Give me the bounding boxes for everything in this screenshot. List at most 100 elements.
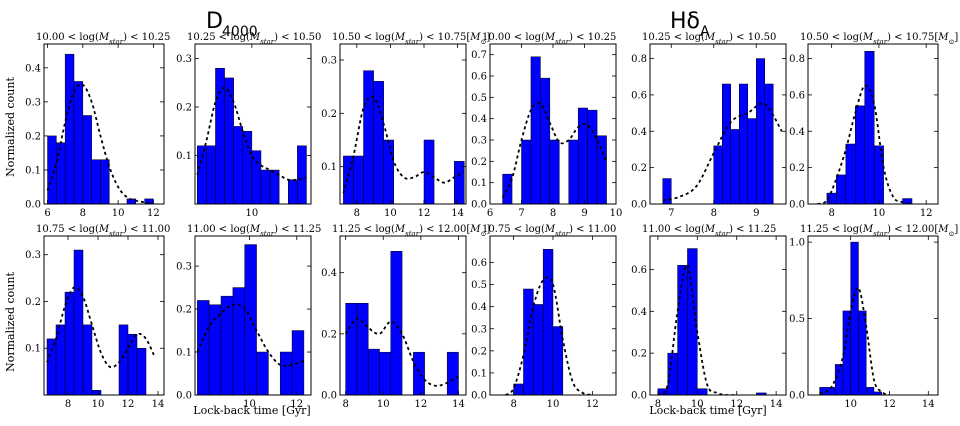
x-tick-label: 12 xyxy=(147,208,160,219)
y-tick-label: 0.3 xyxy=(25,250,41,261)
panel-title-part: log( xyxy=(843,32,863,43)
y-tick-label: 0.4 xyxy=(471,302,487,313)
panel-title-part: ) xyxy=(274,224,278,235)
y-tick-label: 0.8 xyxy=(789,54,805,65)
panel-title-part: ) xyxy=(729,224,733,235)
plot-area xyxy=(817,51,913,204)
x-tick-label: 8 xyxy=(711,208,717,219)
panel-title-part: ] xyxy=(954,32,958,43)
y-tick-label: 0.0 xyxy=(789,200,805,211)
plot-area xyxy=(819,241,890,395)
histogram-bar xyxy=(864,51,875,204)
histogram-bar xyxy=(345,303,358,395)
x-tick-label: 10 xyxy=(377,399,390,410)
panel-title-part: ) xyxy=(569,32,573,43)
panel-title-part: log( xyxy=(525,224,545,235)
right-group-title-sub: A xyxy=(700,24,710,40)
axes-frame xyxy=(194,235,312,396)
panel-title-part: 10.25 < xyxy=(187,32,230,43)
histogram-bar xyxy=(64,53,75,204)
histogram-bar xyxy=(197,300,210,395)
axes-frame xyxy=(649,235,787,396)
panel-title-part: M xyxy=(469,224,481,235)
histogram-bar xyxy=(549,139,560,204)
panel-title-part: log( xyxy=(79,32,99,43)
x-tick-label: 12 xyxy=(418,208,431,219)
x-tick-label: 9 xyxy=(753,208,759,219)
kde-curve xyxy=(662,102,783,202)
panel-title-part: 11.00 < xyxy=(642,224,685,235)
y-tick-label: 0.6 xyxy=(631,90,647,101)
kde-curve xyxy=(196,303,305,367)
histogram-bar xyxy=(256,351,269,395)
plot-area xyxy=(46,53,154,204)
y-tick-label: 0.2 xyxy=(25,131,41,142)
histogram-bar xyxy=(552,326,564,395)
y-tick-label: 0.2 xyxy=(471,346,487,357)
histogram-panel: 6 8 10 12 0.0 0.1 0.2 0.3 0.4 10.00 < log(Mstar) … xyxy=(25,32,170,219)
y-tick-label: 0.0 xyxy=(471,391,487,402)
histogram-bar xyxy=(118,324,129,395)
panel-title-part: < 12.00 xyxy=(891,224,934,235)
histogram-bar xyxy=(390,251,403,395)
histogram-bar xyxy=(288,179,298,204)
y-tick-label: 0.4 xyxy=(789,127,805,138)
panel-title-part: 11.25 < xyxy=(332,224,375,235)
x-tick-label: 8 xyxy=(342,399,348,410)
x-tick-label: 8 xyxy=(80,208,86,219)
y-tick-label: 0.3 xyxy=(471,324,487,335)
histogram-bar xyxy=(73,81,84,204)
kde-curve xyxy=(501,102,608,199)
y-tick-label: 0.2 xyxy=(321,329,337,340)
kde-curve xyxy=(46,83,154,204)
plot-area xyxy=(344,251,459,395)
y-tick-label: 0.2 xyxy=(631,349,647,360)
panel-title-part: < 11.25 xyxy=(278,224,321,235)
panel-title-part: M xyxy=(394,224,406,235)
panel-title-part: ) xyxy=(123,32,127,43)
panel-title-part: < 11.00 xyxy=(127,224,170,235)
panel-title-part: 11.00 < xyxy=(187,224,230,235)
y-tick-label: 0.2 xyxy=(631,163,647,174)
panel-title-part: [ xyxy=(934,32,938,43)
histogram-bar xyxy=(747,118,757,204)
panel-title-part: [ xyxy=(934,224,938,235)
kde-curve xyxy=(819,286,890,395)
histogram-panel: 8 10 12 14 0.1 0.2 0.3 10.75 < log(Mstar) < 11.… xyxy=(25,224,170,410)
histogram-bar xyxy=(662,178,672,204)
panel-title-part: < 10.25 xyxy=(573,32,616,43)
y-tick-label: 0.1 xyxy=(176,348,192,359)
left-group-title-sub: 4000 xyxy=(222,24,258,40)
x-tick-label: 12 xyxy=(883,399,896,410)
plot-area xyxy=(505,249,593,395)
y-tick-label: 0.2 xyxy=(176,103,192,114)
histogram-bar xyxy=(502,173,513,204)
panel-title-part: 10.50 < xyxy=(800,32,843,43)
panels: 6 8 10 12 0.0 0.1 0.2 0.3 0.4 10.00 < log(Mstar) … xyxy=(25,32,958,410)
x-axis-label-right: Lock-back time [Gyr] xyxy=(649,404,766,417)
panel-title-part: M xyxy=(704,32,716,43)
y-tick-label: 0.6 xyxy=(631,265,647,276)
panel-title-part: star xyxy=(715,230,730,238)
histogram-bar xyxy=(363,70,374,204)
panel-title-part: ) xyxy=(419,224,423,235)
left-group-title-main: D xyxy=(206,9,223,34)
x-tick-label: 12 xyxy=(920,208,933,219)
kde-curve xyxy=(196,86,307,182)
histogram-bar xyxy=(855,105,865,204)
panel-title-part: 10.50 < xyxy=(332,32,375,43)
x-tick-label: 10 xyxy=(112,208,125,219)
histogram-bar xyxy=(533,304,544,395)
panel-title-part: M xyxy=(704,224,716,235)
panel-title-part: 10.25 < xyxy=(642,32,685,43)
histogram-bar xyxy=(568,139,579,204)
y-tick-label: 0.2 xyxy=(471,157,487,168)
panel-title-part: 10.75 < xyxy=(36,224,79,235)
y-tick-label: 0.5 xyxy=(471,93,487,104)
panel-title-part: M xyxy=(249,32,261,43)
panel-title-part: ) xyxy=(419,32,423,43)
plot-area xyxy=(657,248,767,395)
y-tick-label: 0.5 xyxy=(471,280,487,291)
axes-frame xyxy=(339,43,467,205)
histogram-bar xyxy=(587,109,598,204)
